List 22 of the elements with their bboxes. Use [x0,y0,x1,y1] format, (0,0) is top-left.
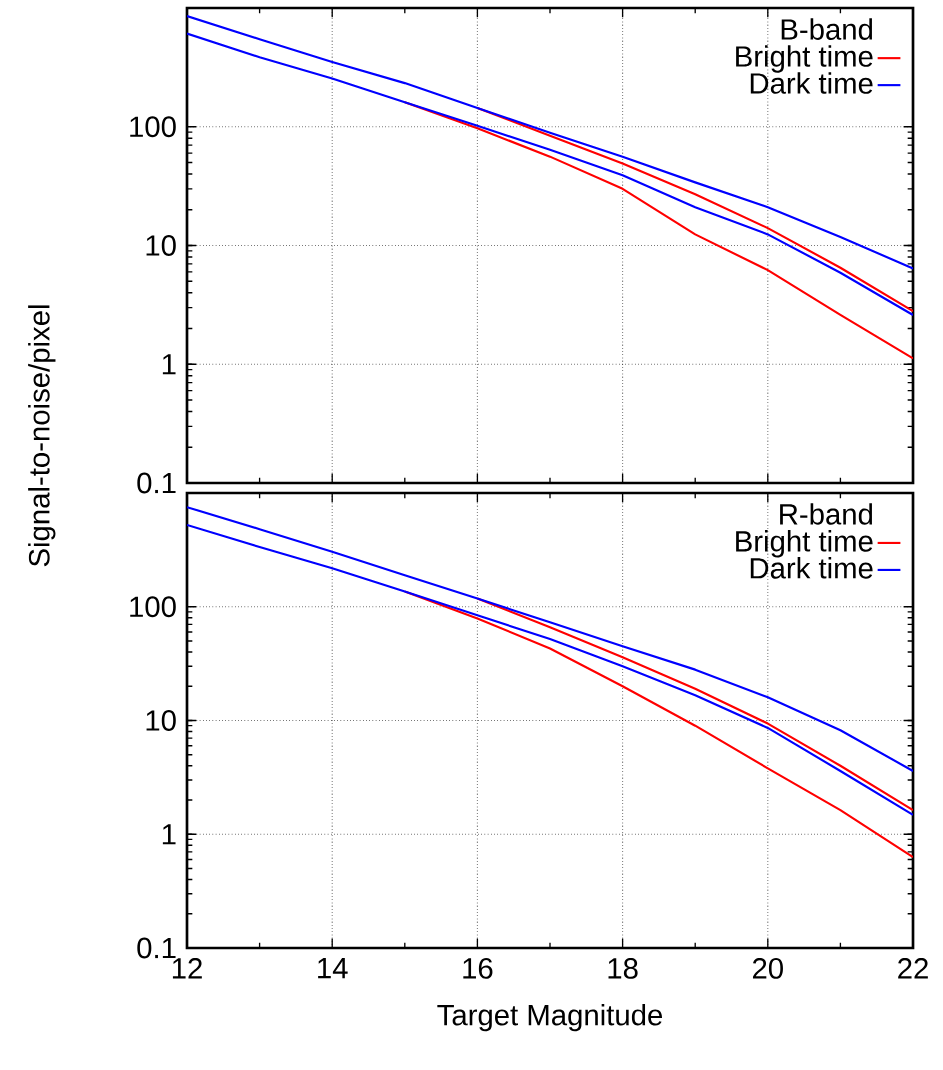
legend-label: Dark time [750,72,873,94]
y-tick-label: 0.1 [137,472,176,494]
y-tick-label: 100 [130,116,176,138]
x-tick-label: 16 [463,958,493,979]
x-tick-label: 18 [608,958,638,979]
x-tick-label: 14 [318,958,348,979]
y-tick-label: 10 [146,710,176,731]
legend-title: B-band [781,18,873,40]
legend-label: Bright time [736,45,873,73]
legend-label: Bright time [736,530,873,558]
x-axis-title: Target Magnitude [437,1003,663,1032]
y-tick-label: 100 [130,596,176,618]
y-tick-label: 1 [162,354,176,375]
legend-label: Dark time [750,557,873,579]
y-axis-title: Signal-to-noise/pixel [28,305,56,567]
x-tick-label: 12 [172,958,202,979]
y-tick-label: 10 [146,235,176,256]
x-tick-label: 22 [898,958,928,979]
legend-title: R-band [780,503,873,525]
y-tick-label: 0.1 [137,937,176,959]
x-tick-label: 20 [752,958,783,979]
y-tick-label: 1 [162,824,176,845]
